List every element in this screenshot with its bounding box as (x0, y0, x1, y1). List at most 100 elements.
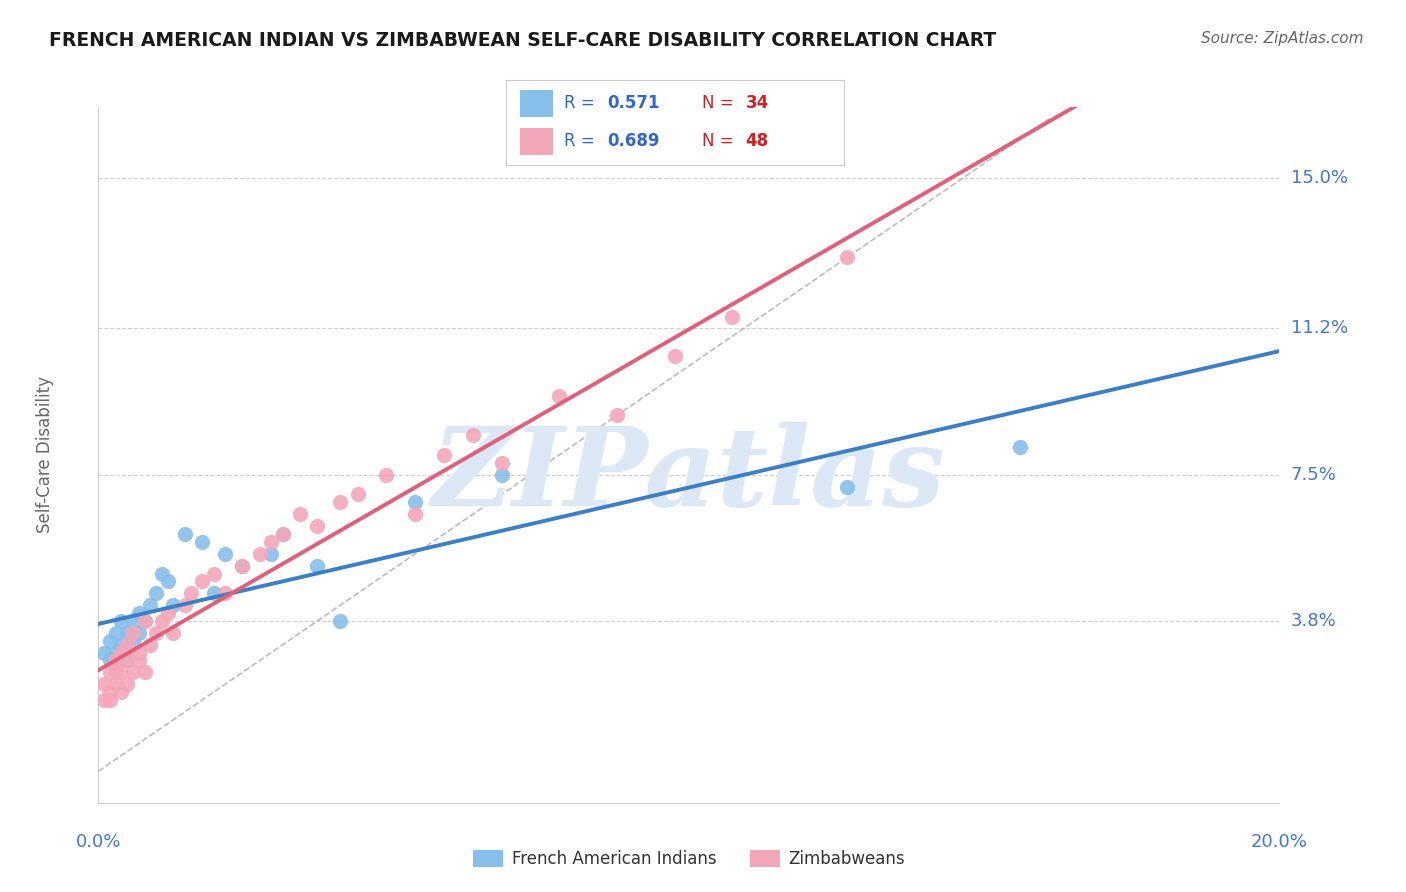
Point (307, 558, 329, 573)
Point (122, 665, 145, 680)
Text: 20.0%: 20.0% (1251, 833, 1308, 851)
Text: 3.8%: 3.8% (1291, 612, 1336, 630)
Text: 0.689: 0.689 (607, 132, 659, 150)
Point (139, 598, 162, 612)
Point (128, 646, 150, 660)
Point (110, 685, 132, 699)
Point (461, 428, 484, 442)
Point (134, 614, 156, 628)
Point (173, 598, 195, 612)
Point (329, 614, 352, 628)
Point (156, 574, 179, 589)
Point (491, 467, 513, 482)
Point (145, 586, 167, 600)
Point (346, 487, 368, 501)
Point (104, 625, 127, 640)
Point (231, 558, 253, 573)
Point (98, 633, 121, 648)
Point (404, 507, 426, 521)
Point (664, 349, 686, 363)
Text: 11.2%: 11.2% (1291, 319, 1348, 337)
Point (110, 665, 132, 680)
Point (191, 534, 214, 549)
Text: N =: N = (702, 132, 738, 150)
Point (139, 638, 162, 652)
Point (115, 625, 138, 640)
Point (104, 653, 127, 667)
Text: FRENCH AMERICAN INDIAN VS ZIMBABWEAN SELF-CARE DISABILITY CORRELATION CHART: FRENCH AMERICAN INDIAN VS ZIMBABWEAN SEL… (49, 31, 997, 50)
Point (606, 409, 628, 423)
Point (134, 665, 156, 680)
Text: R =: R = (564, 132, 599, 150)
Point (98, 693, 121, 707)
Point (104, 677, 127, 691)
Point (173, 527, 195, 541)
Point (202, 586, 225, 600)
Point (162, 598, 184, 612)
Point (93, 677, 115, 691)
Text: 15.0%: 15.0% (1291, 169, 1347, 187)
Point (491, 456, 513, 470)
Point (115, 653, 138, 667)
Point (110, 646, 132, 660)
Point (271, 527, 294, 541)
Point (433, 448, 456, 462)
Point (122, 614, 145, 628)
Point (837, 479, 859, 493)
Point (150, 614, 173, 628)
Point (1010, 440, 1032, 454)
Text: 34: 34 (745, 95, 769, 112)
Point (548, 389, 571, 403)
Text: Source: ZipAtlas.com: Source: ZipAtlas.com (1201, 31, 1364, 46)
Point (837, 250, 859, 264)
Point (145, 625, 167, 640)
Point (104, 653, 127, 667)
Point (162, 625, 184, 640)
Point (93, 693, 115, 707)
Point (260, 534, 283, 549)
Point (104, 665, 127, 680)
Point (156, 606, 179, 620)
Point (104, 646, 127, 660)
Point (191, 574, 214, 589)
Point (128, 625, 150, 640)
FancyBboxPatch shape (520, 89, 554, 117)
Point (115, 646, 138, 660)
Text: 0.0%: 0.0% (76, 833, 121, 851)
Point (98, 685, 121, 699)
Text: N =: N = (702, 95, 738, 112)
Point (180, 586, 202, 600)
Point (98, 653, 121, 667)
Point (202, 566, 225, 581)
Point (115, 638, 138, 652)
FancyBboxPatch shape (520, 128, 554, 155)
Point (122, 633, 145, 648)
Point (150, 566, 173, 581)
Point (375, 467, 398, 482)
Text: 0.571: 0.571 (607, 95, 659, 112)
Point (404, 495, 426, 509)
Point (98, 665, 121, 680)
Point (110, 638, 132, 652)
Point (122, 625, 145, 640)
Point (249, 547, 271, 561)
Text: ZIPatlas: ZIPatlas (432, 422, 946, 530)
Point (721, 310, 744, 324)
Text: 7.5%: 7.5% (1291, 466, 1337, 483)
Point (128, 606, 150, 620)
Point (307, 519, 329, 533)
Point (115, 677, 138, 691)
Point (329, 495, 352, 509)
Point (214, 586, 236, 600)
Point (115, 653, 138, 667)
Text: 48: 48 (745, 132, 769, 150)
Point (214, 547, 236, 561)
Point (128, 653, 150, 667)
Point (134, 614, 156, 628)
Point (93, 646, 115, 660)
Point (288, 507, 311, 521)
Point (231, 558, 253, 573)
Legend: French American Indians, Zimbabweans: French American Indians, Zimbabweans (467, 843, 911, 874)
Point (110, 614, 132, 628)
Point (260, 547, 283, 561)
